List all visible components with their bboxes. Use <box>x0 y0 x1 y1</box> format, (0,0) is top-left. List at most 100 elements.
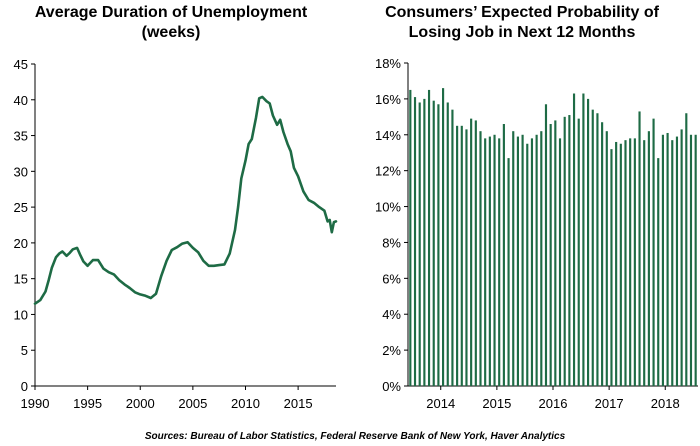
probability-bar <box>474 120 477 387</box>
probability-bar <box>671 140 674 386</box>
right-y-tick-label: 2% <box>382 343 401 358</box>
left-x-tick-label: 2000 <box>126 396 155 411</box>
left-y-tick-label: 10 <box>14 307 28 322</box>
left-chart-title-line-1: Average Duration of Unemployment <box>35 4 308 21</box>
probability-bar <box>446 102 449 386</box>
duration-line <box>33 95 338 306</box>
probability-bar <box>437 104 440 387</box>
left-chart-title-line-2: (weeks) <box>142 24 201 41</box>
probability-bar <box>423 98 426 386</box>
probability-bar <box>568 115 571 386</box>
probability-bar <box>418 102 421 386</box>
probability-bar <box>502 124 505 386</box>
probability-bar <box>427 89 431 387</box>
left-x-tick-label: 1990 <box>21 396 50 411</box>
probability-bar <box>460 125 463 386</box>
probability-bar <box>526 143 529 386</box>
probability-bar <box>638 111 641 386</box>
probability-bar <box>521 134 524 386</box>
right-x-tick-label: 2016 <box>539 396 568 411</box>
probability-bar <box>507 158 510 386</box>
probability-bar <box>558 138 562 386</box>
probability-bar <box>456 125 459 386</box>
right-x-tick-label: 2018 <box>651 396 680 411</box>
left-y-tick-label: 25 <box>14 200 28 215</box>
source-note: Sources: Bureau of Labor Statistics, Fed… <box>145 431 566 442</box>
probability-bar <box>498 138 501 386</box>
probability-bar <box>540 131 543 386</box>
probability-bar <box>451 109 454 386</box>
probability-bar <box>629 138 632 386</box>
probability-bar <box>647 131 650 386</box>
right-y-tick-label: 18% <box>375 56 401 71</box>
probability-bar <box>666 132 669 386</box>
probability-bar <box>657 158 660 386</box>
probability-bar <box>615 141 618 386</box>
probability-bar <box>470 118 473 386</box>
right-x-ticks: 2014 2015 2016 2017 2018 <box>426 386 680 411</box>
probability-bar <box>633 138 636 386</box>
probability-bar <box>685 113 688 387</box>
probability-bar <box>479 131 482 386</box>
probability-bar <box>694 134 697 386</box>
left-x-ticks: 1990 1995 2000 2005 2010 2015 <box>21 386 313 411</box>
left-y-tick-label: 20 <box>14 236 28 251</box>
probability-bar <box>601 122 604 386</box>
probability-bar <box>643 140 646 386</box>
probability-bar <box>432 100 435 387</box>
probability-bar <box>624 140 627 386</box>
probability-bar <box>442 88 445 387</box>
probability-bar <box>689 134 693 386</box>
left-y-tick-label: 5 <box>21 343 28 358</box>
left-y-tick-label: 35 <box>14 129 28 144</box>
probability-bar <box>675 136 679 386</box>
probability-bar <box>661 134 664 386</box>
probability-bar <box>582 93 585 386</box>
probability-bar <box>488 136 491 386</box>
probability-bar <box>512 131 515 386</box>
probability-bar <box>563 116 566 386</box>
probability-bar <box>409 89 412 387</box>
right-y-tick-label: 8% <box>382 235 401 250</box>
right-y-tick-label: 14% <box>375 128 401 143</box>
right-x-tick-label: 2014 <box>426 396 455 411</box>
probability-bar <box>465 129 468 386</box>
right-chart: Consumers’ Expected Probability of Losin… <box>375 4 698 411</box>
left-y-tick-label: 40 <box>14 93 28 108</box>
probability-bar <box>544 104 548 387</box>
right-chart-title-line-1: Consumers’ Expected Probability of <box>385 4 660 21</box>
probability-bar <box>577 118 580 386</box>
probability-bar <box>619 143 622 386</box>
left-y-ticks: 0 5 10 15 20 25 30 35 40 45 <box>14 57 35 394</box>
left-x-tick-label: 2005 <box>178 396 207 411</box>
probability-bar <box>530 138 534 386</box>
probability-bar <box>549 124 552 386</box>
right-y-ticks: 0% 2% 4% 6% 8% 10% 12% 14% 16% 18% <box>375 56 408 394</box>
left-y-tick-label: 15 <box>14 272 28 287</box>
probability-bar <box>535 134 538 386</box>
probability-bar <box>680 129 683 386</box>
left-x-tick-label: 2010 <box>231 396 260 411</box>
left-y-tick-label: 30 <box>14 164 28 179</box>
right-y-tick-label: 0% <box>382 379 401 394</box>
probability-bar <box>572 93 576 386</box>
right-y-tick-label: 10% <box>375 200 401 215</box>
left-series-group <box>33 95 338 306</box>
probability-bar <box>484 138 487 386</box>
right-y-tick-label: 16% <box>375 92 401 107</box>
probability-bar <box>591 109 594 386</box>
left-x-tick-label: 2015 <box>284 396 313 411</box>
right-x-tick-label: 2015 <box>482 396 511 411</box>
right-y-tick-label: 12% <box>375 164 401 179</box>
right-bars-group <box>409 88 697 387</box>
probability-bar <box>516 136 519 386</box>
probability-bar <box>596 113 599 387</box>
probability-bar <box>610 149 613 386</box>
left-x-tick-label: 1995 <box>73 396 102 411</box>
probability-bar <box>587 98 590 386</box>
probability-bar <box>652 118 655 386</box>
right-x-tick-label: 2017 <box>595 396 624 411</box>
probability-bar <box>554 120 557 387</box>
probability-bar <box>493 134 496 386</box>
